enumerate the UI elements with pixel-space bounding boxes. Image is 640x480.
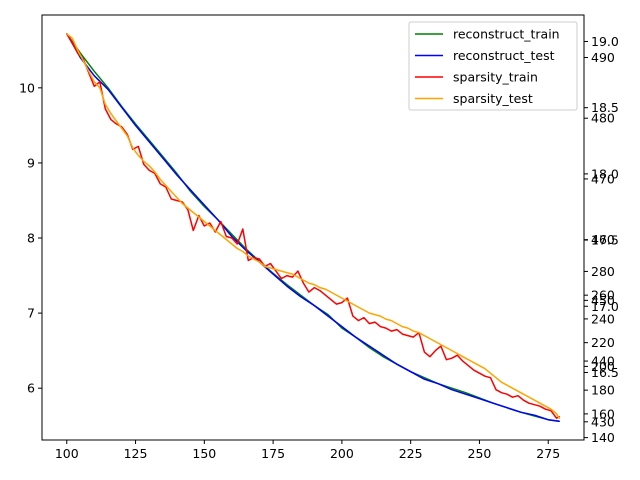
right-tick-label-axis-a: 220 — [591, 335, 615, 350]
legend: reconstruct_train reconstruct_testsparsit… — [408, 21, 578, 111]
right-axes: 140 160 180 200 220 240 260 280 16.5 17.0 17.5 18.0… — [584, 34, 619, 445]
plot-border — [41, 14, 585, 441]
right-tick-label-axis-c: 470 — [591, 171, 615, 186]
y-tick-label: 7 — [27, 306, 35, 321]
y-tick-label: 6 — [27, 381, 35, 396]
series-line-sparsity_test — [66, 33, 560, 419]
right-tick-label-axis-c: 430 — [591, 414, 615, 429]
x-tick-label: 200 — [330, 446, 354, 461]
series-layer — [66, 33, 560, 422]
right-tick-label-axis-a: 180 — [591, 383, 615, 398]
right-tick-label-axis-a: 240 — [591, 311, 615, 326]
right-tick-label-axis-c: 450 — [591, 293, 615, 308]
right-tick-label-axis-b: 18.5 — [591, 100, 619, 115]
legend-box — [408, 21, 578, 111]
y-tick-label: 9 — [27, 155, 35, 170]
x-tick-label: 100 — [55, 446, 79, 461]
right-tick-label-axis-c: 480 — [591, 111, 615, 126]
x-axis: 100 125 150 175 200 225 250 275 — [55, 440, 560, 461]
right-tick-label-axis-a: 200 — [591, 359, 615, 374]
right-tick-label-axis-a: 280 — [591, 264, 615, 279]
right-tick-label-axis-a: 140 — [591, 430, 615, 445]
y-axis: 6 7 8 9 10 — [19, 80, 42, 396]
right-tick-label-axis-b: 17.0 — [591, 299, 619, 314]
right-tick-label-axis-b: 16.5 — [591, 365, 619, 380]
legend-label-reconstruct_train: reconstruct_train — [453, 27, 560, 42]
y-tick-label: 10 — [19, 80, 35, 95]
legend-label-reconstruct_test: reconstruct_test — [453, 48, 555, 63]
right-tick-label-axis-b: 18.0 — [591, 166, 619, 181]
right-tick-label-axis-c: 460 — [591, 232, 615, 247]
legend-label-sparsity_train: sparsity_train — [453, 70, 538, 85]
axes-frame — [41, 14, 585, 441]
x-tick-label: 250 — [468, 446, 492, 461]
series-line-reconstruct_test — [66, 33, 560, 422]
right-tick-label-axis-c: 440 — [591, 354, 615, 369]
right-tick-label-axis-b: 19.0 — [591, 34, 619, 49]
x-tick-label: 175 — [261, 446, 285, 461]
x-tick-label: 125 — [124, 446, 148, 461]
x-tick-label: 150 — [192, 446, 216, 461]
x-tick-label: 225 — [399, 446, 423, 461]
right-tick-label-axis-c: 490 — [591, 50, 615, 65]
x-tick-label: 275 — [536, 446, 560, 461]
right-tick-label-axis-b: 17.5 — [591, 233, 619, 248]
right-tick-label-axis-a: 160 — [591, 406, 615, 421]
y-tick-label: 8 — [27, 231, 35, 246]
right-tick-label-axis-a: 260 — [591, 288, 615, 303]
series-line-sparsity_train — [66, 33, 560, 419]
legend-label-sparsity_test: sparsity_test — [453, 91, 533, 106]
